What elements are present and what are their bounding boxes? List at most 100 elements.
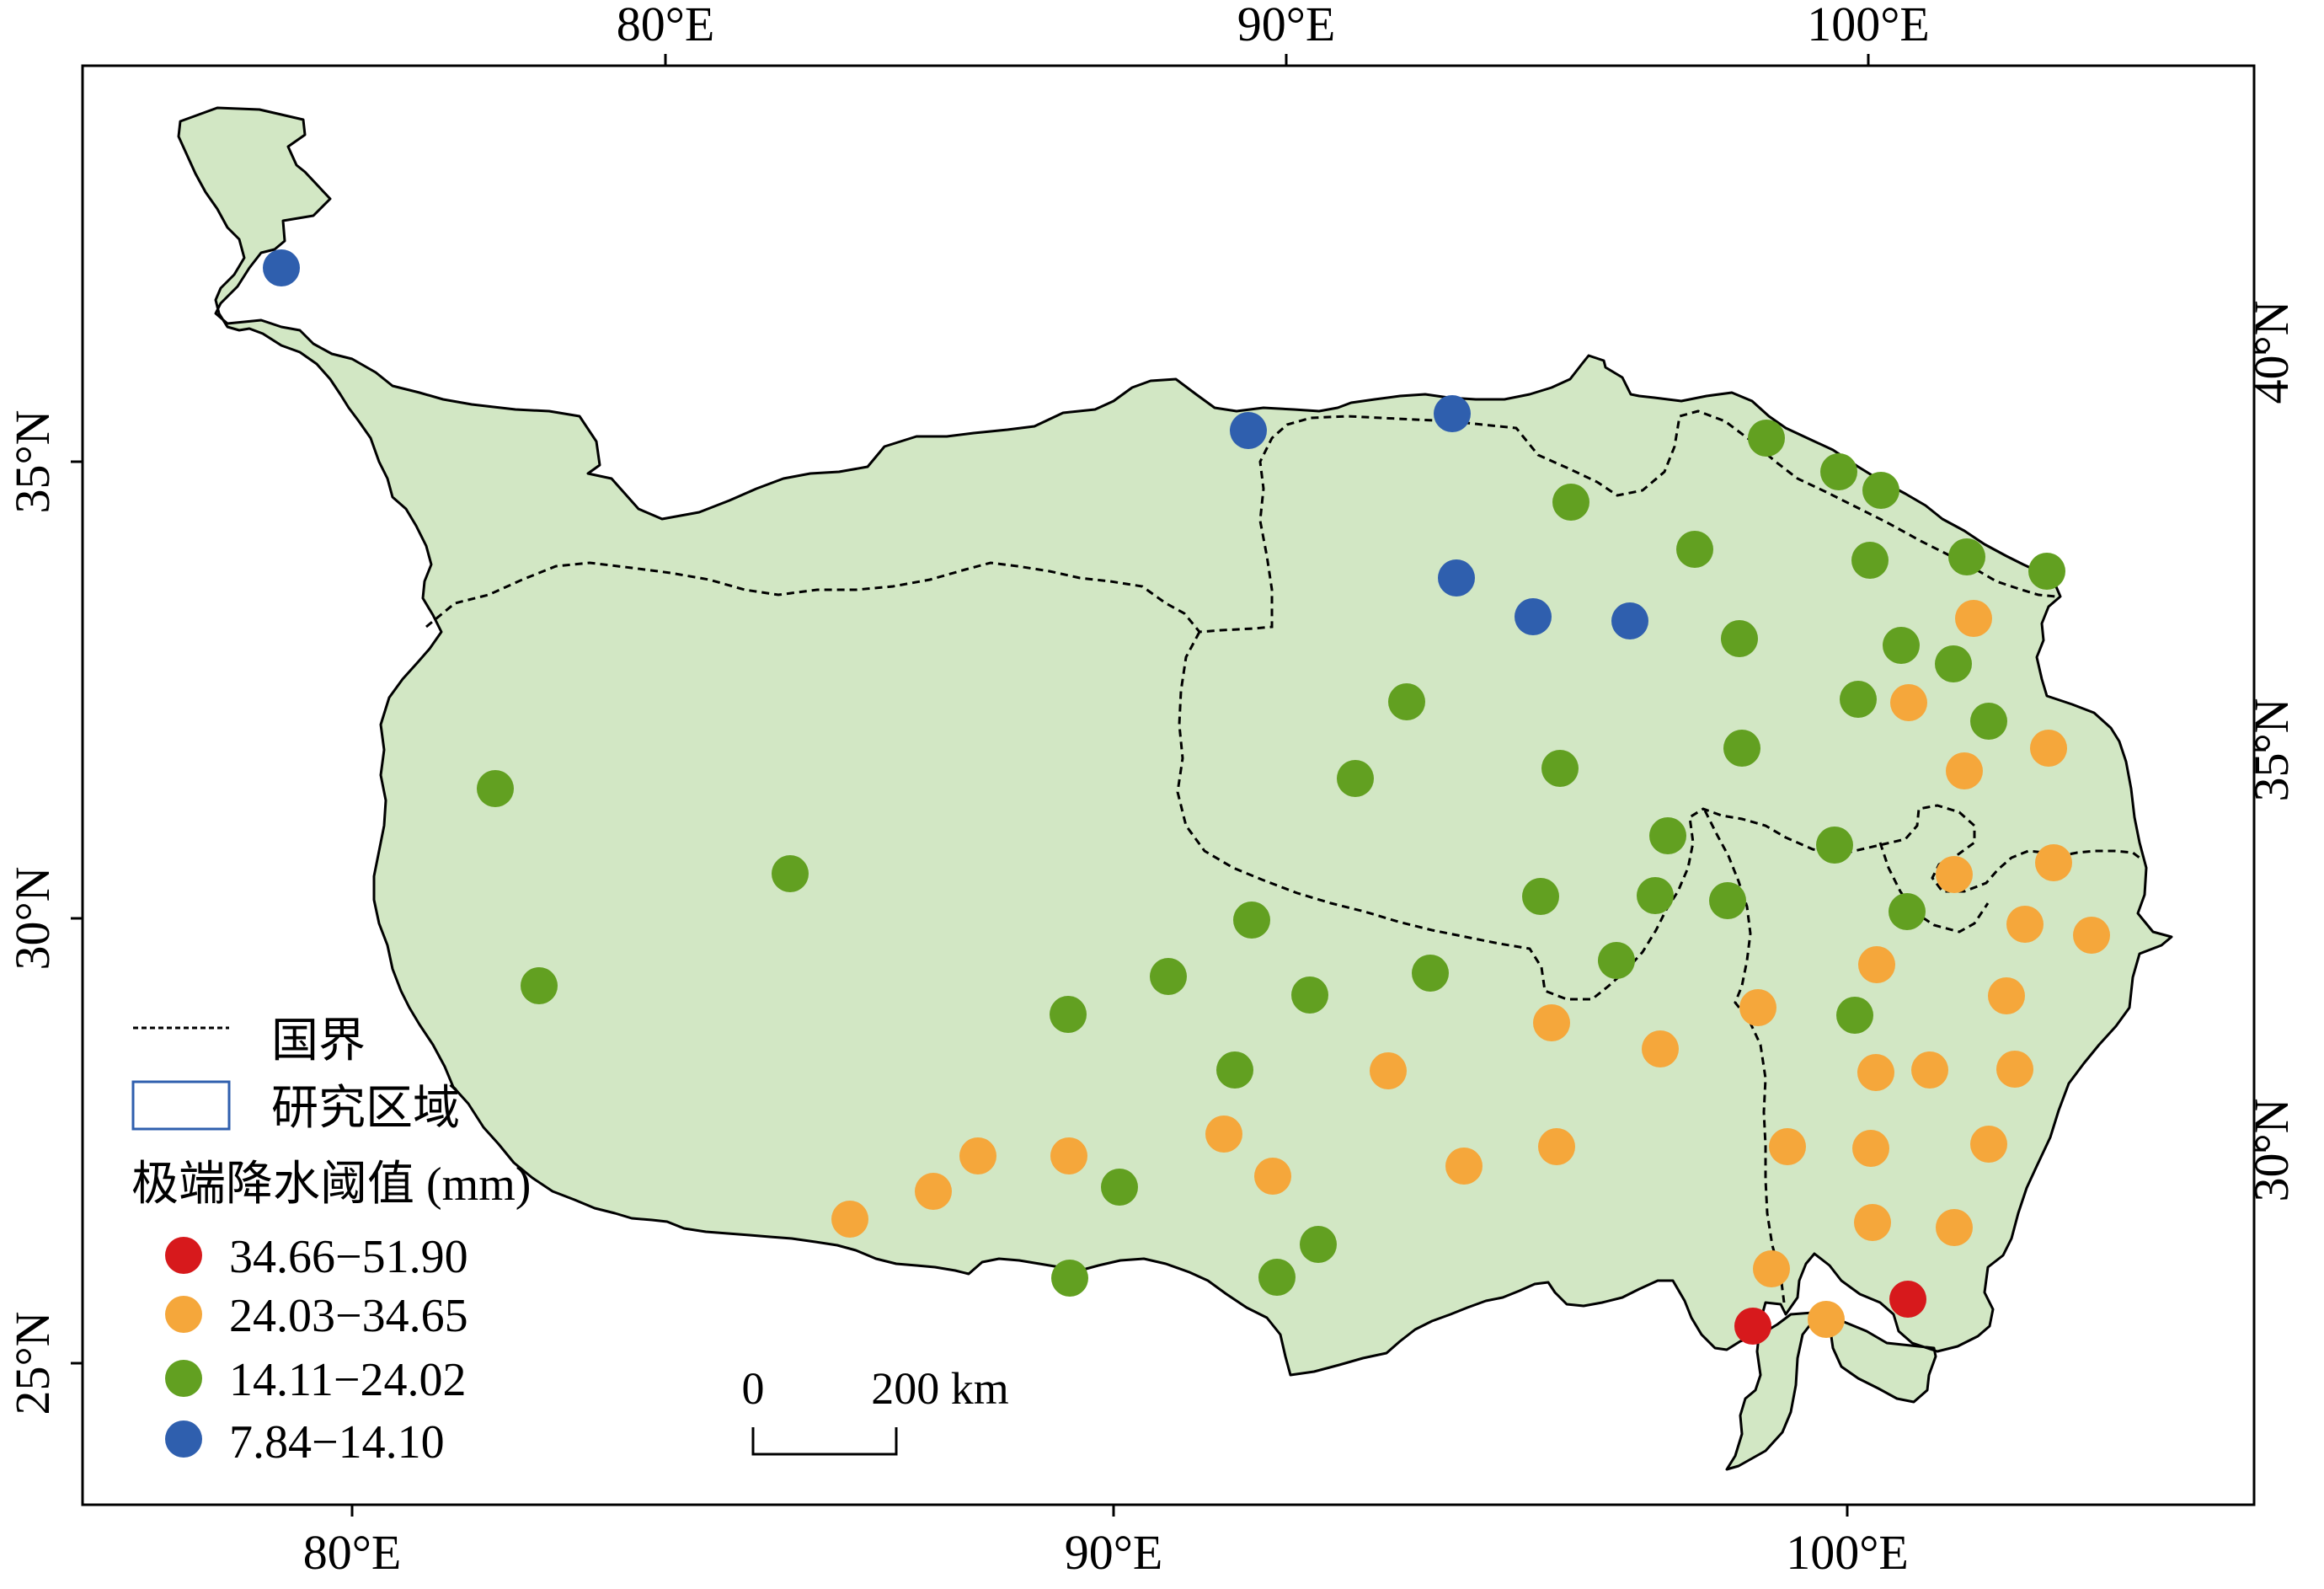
station-point (1445, 1148, 1483, 1185)
station-point (1970, 703, 2007, 740)
station-point (1205, 1116, 1242, 1153)
station-point (1611, 602, 1648, 639)
legend-class-label: 7.84−14.10 (229, 1416, 445, 1469)
legend-swatch-class-1 (165, 1237, 202, 1274)
station-point (1337, 760, 1374, 797)
station-point (1300, 1226, 1337, 1263)
top-axis-label: 80°E (617, 0, 715, 51)
station-point (263, 249, 300, 286)
boundary-legend-label: 国界 (271, 1015, 366, 1067)
station-point (1676, 531, 1713, 568)
station-point (1533, 1004, 1570, 1041)
station-point (1890, 684, 1927, 721)
station-point (477, 770, 514, 807)
top-axis-label: 90°E (1237, 0, 1336, 51)
station-point (1515, 598, 1552, 635)
station-point (1637, 877, 1674, 914)
station-point (1911, 1051, 1948, 1089)
station-point (1946, 752, 1983, 789)
left-axis-label: 30°N (5, 866, 60, 970)
station-point (1216, 1051, 1253, 1089)
station-point (1955, 600, 1992, 637)
station-point (1889, 1281, 1926, 1318)
station-point (1889, 893, 1926, 930)
bottom-axis-label: 80°E (303, 1525, 402, 1580)
scale-bar-end-label: 200 km (871, 1363, 1009, 1414)
bottom-axis-label: 90°E (1065, 1525, 1163, 1580)
station-point (1233, 902, 1270, 939)
station-point (1230, 412, 1267, 449)
station-point (1988, 977, 2025, 1014)
station-point (1852, 1130, 1889, 1167)
station-point (1598, 942, 1635, 979)
station-point (1642, 1030, 1679, 1067)
station-point (1723, 730, 1760, 767)
scale-bar-line (751, 1427, 898, 1456)
right-axis-label: 40°N (2244, 300, 2299, 404)
station-point (2035, 844, 2072, 881)
station-point (772, 855, 809, 892)
station-point (1858, 946, 1895, 983)
legend-swatch-class-4 (165, 1420, 202, 1458)
station-point (1820, 453, 1857, 490)
station-point (1862, 472, 1899, 509)
legend: 国界 研究区域 极端降水阈值 (mm) 34.66−51.90 24.03−34… (131, 1015, 531, 1469)
station-point (1970, 1126, 2007, 1163)
legend-swatch-class-2 (165, 1296, 202, 1333)
right-axis-label: 30°N (2244, 1098, 2299, 1201)
station-point (1840, 681, 1877, 718)
station-point (1739, 989, 1776, 1026)
study-area-legend-symbol (131, 1080, 231, 1131)
station-point (1996, 1051, 2033, 1088)
scale-bar-start-label: 0 (742, 1363, 765, 1414)
scale-bar: 0 200 km (742, 1363, 1009, 1456)
station-point (1254, 1158, 1291, 1195)
station-point (1101, 1169, 1138, 1206)
station-point (1769, 1128, 1806, 1165)
threshold-legend-title: 极端降水阈值 (mm) (131, 1158, 531, 1211)
station-point (2030, 730, 2067, 767)
station-point (1552, 484, 1589, 521)
station-point (1948, 538, 1985, 575)
station-point (1721, 620, 1758, 657)
left-axis-label: 35°N (5, 409, 60, 513)
station-point (1522, 878, 1559, 915)
legend-class-label: 34.66−51.90 (229, 1231, 468, 1283)
station-point (1050, 1137, 1087, 1174)
station-point (521, 967, 558, 1004)
left-axis-label: 25°N (5, 1311, 60, 1415)
station-point (1649, 817, 1686, 854)
station-point (1936, 1209, 1973, 1246)
station-point (1051, 1260, 1088, 1297)
station-point (1709, 882, 1746, 919)
station-point (1438, 559, 1475, 597)
station-point (1816, 827, 1853, 864)
axis-labels: 80°E 90°E 100°E 80°E 90°E 100°E 35°N 30°… (5, 0, 2299, 1580)
station-point (2006, 906, 2044, 943)
station-point (1936, 856, 1973, 893)
top-axis-label: 100°E (1807, 0, 1930, 51)
station-point (1836, 997, 1873, 1034)
station-point (1748, 420, 1785, 457)
station-point (1050, 996, 1087, 1033)
station-point (1857, 1054, 1894, 1091)
legend-class-label: 14.11−24.02 (229, 1354, 467, 1406)
station-point (1753, 1250, 1790, 1287)
station-point (1883, 627, 1920, 664)
station-point (2073, 917, 2110, 954)
station-point (1412, 955, 1449, 992)
station-points (263, 249, 2110, 1345)
station-point (1935, 645, 1972, 682)
tick-marks (71, 54, 2266, 1517)
right-axis-label: 35°N (2244, 698, 2299, 801)
station-point (1434, 395, 1471, 432)
station-point (1150, 958, 1187, 995)
station-point (1388, 683, 1425, 720)
station-point (959, 1137, 996, 1174)
station-point (1854, 1204, 1891, 1241)
study-area-legend-label: 研究区域 (271, 1083, 460, 1135)
station-point (1291, 976, 1328, 1014)
bottom-axis-label: 100°E (1786, 1525, 1909, 1580)
legend-swatch-class-3 (165, 1360, 202, 1397)
